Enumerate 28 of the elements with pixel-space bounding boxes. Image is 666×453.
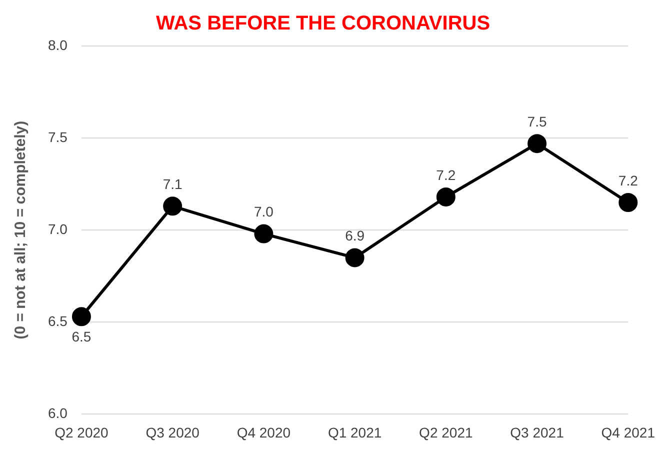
point	[345, 248, 364, 268]
x-tick-label: Q2 2021	[419, 424, 473, 440]
data-label: 7.1	[162, 176, 183, 192]
point	[254, 224, 274, 244]
point	[618, 192, 638, 212]
point	[72, 307, 91, 326]
data-label: 6.9	[345, 228, 365, 244]
x-tick-label: Q4 2021	[601, 424, 656, 440]
data-label: 7.2	[618, 172, 638, 188]
x-tick-label: Q3 2020	[146, 424, 200, 440]
y-tick-label: 8.0	[48, 36, 68, 53]
x-tick-label: Q4 2020	[236, 424, 291, 440]
y-tick-label: 6.0	[48, 405, 68, 422]
data-label: 7.5	[527, 113, 547, 130]
data-label: 7.2	[436, 166, 456, 183]
point	[528, 134, 547, 154]
x-tick-label: Q3 2021	[510, 424, 564, 440]
point	[436, 187, 456, 206]
chart-title: WAS BEFORE THE CORONAVIRUS	[156, 12, 490, 35]
point	[163, 196, 182, 216]
y-tick-label: 7.5	[48, 128, 68, 145]
x-tick-label: Q2 2020	[54, 424, 109, 440]
x-tick-label: Q1 2021	[328, 424, 382, 440]
data-label: 7.0	[254, 204, 274, 220]
data-label: 6.5	[72, 328, 92, 344]
y-tick-label: 6.5	[48, 313, 68, 330]
y-axis-title: (0 = not at all; 10 = completely)	[12, 120, 30, 340]
y-tick-label: 7.0	[48, 220, 68, 237]
